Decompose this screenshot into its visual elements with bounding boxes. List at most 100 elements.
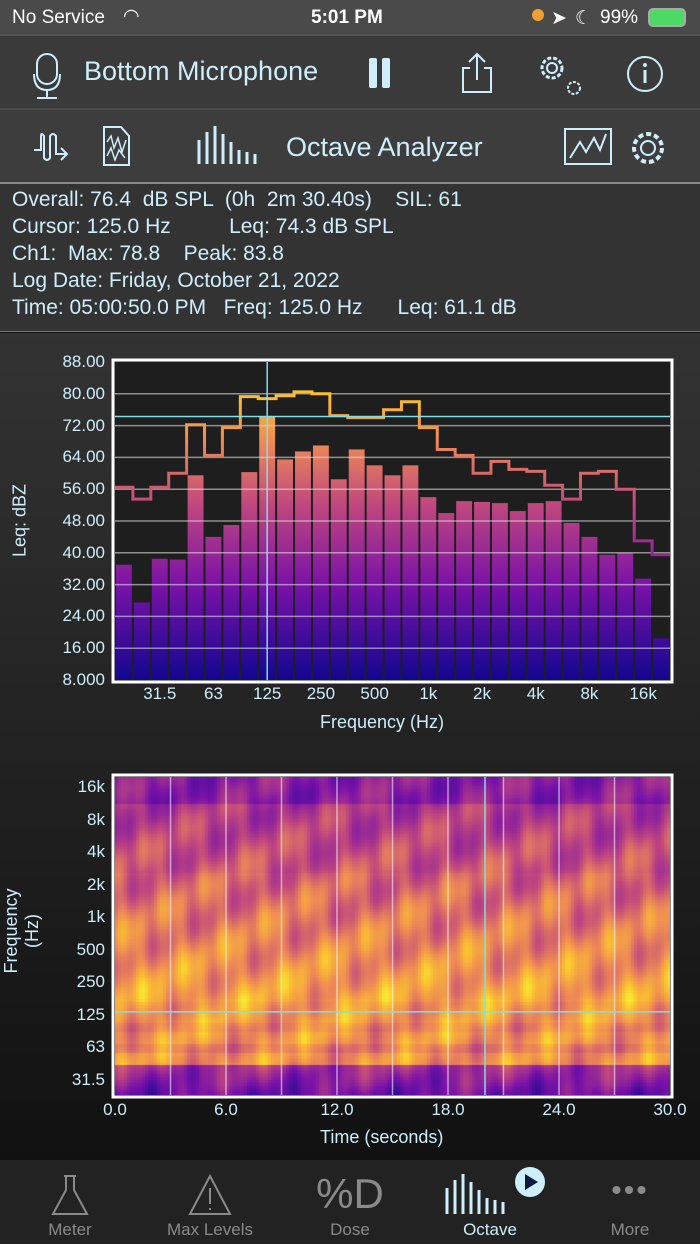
x-axis-title: Frequency (Hz) <box>320 712 445 732</box>
log-date-line: Log Date: Friday, October 21, 2022 <box>12 269 340 292</box>
leq-bar-3.15k[interactable] <box>509 511 526 680</box>
signal-generator-icon[interactable] <box>33 132 83 162</box>
tab-bar: Meter Max Levels %D Dose Octave ••• More <box>0 1160 700 1244</box>
y-tick-label: 80.00 <box>62 383 105 403</box>
leq-bar-20[interactable] <box>116 564 132 680</box>
channel-line: Ch1: Max: 78.8 Peak: 83.8 <box>12 242 284 265</box>
mode-title: Octave Analyzer <box>286 132 483 162</box>
x-tick-label: 16k <box>629 684 657 703</box>
info-icon[interactable] <box>625 54 665 94</box>
leq-bar-5k[interactable] <box>545 501 562 680</box>
leq-bar-2k[interactable] <box>474 501 490 680</box>
battery-level: 99% <box>600 7 639 28</box>
leq-bar-8k[interactable] <box>581 536 598 680</box>
dose-icon: %D <box>316 1170 384 1217</box>
y-tick-label: 88.00 <box>62 352 105 371</box>
leq-bar-80[interactable] <box>223 524 240 680</box>
location-icon: ➤ <box>551 8 567 29</box>
x-tick-label: 500 <box>360 684 389 703</box>
y-tick-label: 64.00 <box>62 447 105 467</box>
x-tick-label: 250 <box>306 684 336 703</box>
time-line: Time: 05:00:50.0 PM Freq: 125.0 Hz Leq: … <box>12 296 517 319</box>
tab-meter[interactable]: Meter <box>0 1160 140 1244</box>
x-tick-label: 30.0 <box>653 1100 687 1119</box>
leq-bar-50[interactable] <box>187 475 204 680</box>
flask-icon <box>51 1175 89 1215</box>
leq-bar-10k[interactable] <box>599 554 616 680</box>
overall-line: Overall: 76.4 dB SPL (0h 2m 30.40s) SIL:… <box>12 188 462 211</box>
leq-bar-250[interactable] <box>312 445 329 680</box>
tab-octave[interactable]: Octave <box>420 1160 560 1244</box>
y-tick-label: 250 <box>76 972 105 992</box>
leq-bar-16k[interactable] <box>635 578 652 680</box>
cursor-line: Cursor: 125.0 Hz Leq: 74.3 dB SPL <box>12 215 394 238</box>
y-tick-label: 8.000 <box>62 670 105 689</box>
input-source[interactable]: Bottom Microphone <box>84 56 319 86</box>
leq-bar-4k[interactable] <box>527 503 544 680</box>
leq-bar-100[interactable] <box>241 472 258 680</box>
leq-bar-40[interactable] <box>169 559 186 680</box>
y-tick-label: 16.00 <box>62 638 105 658</box>
octave-bars-icon <box>445 1174 505 1214</box>
tab-label: Max Levels <box>167 1220 253 1239</box>
info-panel: Overall: 76.4 dB SPL (0h 2m 30.40s) SIL:… <box>0 184 700 332</box>
file-waveform-icon[interactable] <box>103 126 131 166</box>
x-tick-label: 2k <box>473 684 491 703</box>
leq-bar-500[interactable] <box>366 465 383 680</box>
x-tick-label: 1k <box>419 684 438 703</box>
leq-bar-63[interactable] <box>205 536 222 680</box>
y-tick-label: 1k <box>87 907 105 927</box>
leq-bar-1.25k[interactable] <box>438 513 455 680</box>
y-tick-label: 24.00 <box>62 606 105 626</box>
leq-bar-20k[interactable] <box>653 638 669 680</box>
leq-bar-1k[interactable] <box>420 497 437 680</box>
tab-label: More <box>610 1220 650 1239</box>
leq-bar-6.3k[interactable] <box>563 522 580 680</box>
share-icon[interactable] <box>460 52 494 94</box>
pause-icon[interactable] <box>368 58 392 88</box>
status-bar: No Service ◠ 5:01 PM ➤ ☾ 99% <box>0 0 700 34</box>
x-tick-label: 4k <box>526 684 545 703</box>
y-tick-label: 16k <box>77 777 105 796</box>
leq-bar-31.5[interactable] <box>151 558 168 680</box>
y-axis-title: Leq: dBZ <box>9 483 30 558</box>
leq-bar-800[interactable] <box>402 465 419 680</box>
tab-more[interactable]: ••• More <box>560 1160 700 1244</box>
mode-toolbar: Octave Analyzer <box>0 108 700 184</box>
x-tick-label: 18.0 <box>431 1100 465 1119</box>
leq-bar-315[interactable] <box>330 479 347 680</box>
x-tick-label: 31.5 <box>143 684 177 703</box>
play-badge-icon <box>515 1167 545 1197</box>
leq-bar-630[interactable] <box>384 475 401 680</box>
y-tick-label: 63 <box>86 1037 105 1057</box>
moon-icon: ☾ <box>575 8 593 29</box>
clock: 5:01 PM <box>311 7 383 28</box>
y-tick-label: 32.00 <box>62 574 105 594</box>
tab-max-levels[interactable]: Max Levels <box>140 1160 280 1244</box>
leq-bar-400[interactable] <box>348 449 365 680</box>
carrier: No Service <box>12 7 105 28</box>
gear-icon[interactable] <box>628 128 668 168</box>
y-tick-label: 31.5 <box>71 1070 105 1089</box>
y-tick-label: 72.00 <box>62 415 105 435</box>
leq-bar-25[interactable] <box>133 602 150 680</box>
x-tick-label: 8k <box>580 684 599 703</box>
leq-bar-200[interactable] <box>295 451 311 680</box>
spectrogram-image[interactable] <box>115 777 670 1095</box>
y-tick-label: 56.00 <box>62 479 105 499</box>
leq-bar-2.5k[interactable] <box>491 503 508 680</box>
graph-icon[interactable] <box>564 128 614 166</box>
x-tick-label: 125 <box>252 684 282 703</box>
tab-label: Meter <box>48 1220 92 1239</box>
y-tick-label: 48.00 <box>62 511 105 530</box>
octave-bars-icon[interactable] <box>196 124 264 166</box>
tab-dose[interactable]: %D Dose <box>280 1160 420 1244</box>
battery-icon <box>648 8 686 27</box>
leq-bar-160[interactable] <box>277 459 294 680</box>
microphone-icon[interactable] <box>32 52 62 100</box>
recording-dot-icon <box>532 9 544 21</box>
leq-bar-1.6k[interactable] <box>456 501 473 680</box>
more-icon: ••• <box>611 1174 649 1207</box>
settings-gears-icon[interactable] <box>534 50 586 98</box>
